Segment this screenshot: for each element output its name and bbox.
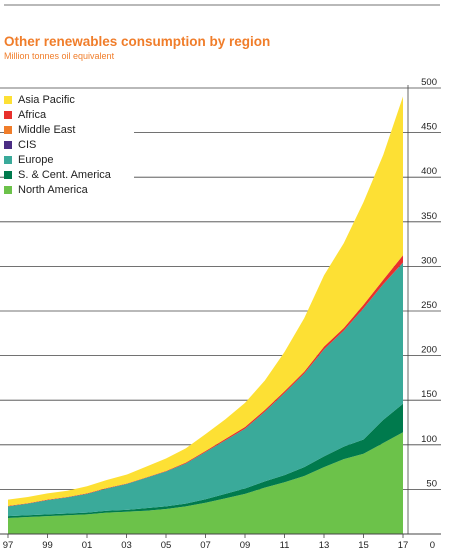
x-tick-label-99: 99: [42, 540, 53, 551]
legend: Asia Pacific Africa Middle East CIS Europe S.…: [4, 92, 134, 197]
x-tick-label-09: 09: [240, 540, 251, 551]
area-s-cent-america: [8, 403, 403, 518]
legend-item-africa: Africa: [4, 107, 134, 122]
y-tick-label-450: 450: [421, 122, 437, 133]
legend-item-cis: CIS: [4, 137, 134, 152]
legend-label-s-cent-america: S. & Cent. America: [18, 168, 111, 181]
legend-item-middle-east: Middle East: [4, 122, 134, 137]
chart-subtitle: Million tonnes oil equivalent: [4, 51, 115, 61]
legend-swatch-africa: [4, 110, 12, 119]
legend-swatch-cis: [4, 140, 12, 149]
y-tick-label-350: 350: [421, 211, 437, 222]
y-tick-label-100: 100: [421, 434, 437, 445]
y-tick-label-400: 400: [421, 166, 437, 177]
x-tick-label-05: 05: [161, 540, 172, 551]
legend-label-north-america: North America: [18, 183, 88, 196]
x-tick-label-01: 01: [82, 540, 93, 551]
x-tick-label-07: 07: [200, 540, 211, 551]
legend-label-asia-pacific: Asia Pacific: [18, 93, 75, 106]
legend-swatch-north-america: [4, 185, 12, 194]
x-tick-label-11: 11: [280, 540, 290, 551]
y-axis-tick-labels: 50 100 150 200 250 300 350 400 450 500: [421, 77, 437, 489]
legend-item-asia-pacific: Asia Pacific: [4, 92, 134, 107]
x-axis-tick-labels: 97 99 01 03 05 07 09 11 13 15 17 0: [3, 534, 435, 551]
legend-swatch-middle-east: [4, 125, 12, 134]
chart-title: Other renewables consumption by region: [4, 34, 271, 49]
legend-item-s-cent-america: S. & Cent. America: [4, 167, 134, 182]
y-tick-label-300: 300: [421, 255, 437, 266]
x-tick-label-15: 15: [358, 540, 369, 551]
legend-label-europe: Europe: [18, 153, 54, 166]
y-tick-label-500: 500: [421, 77, 437, 88]
area-north-america: [8, 432, 403, 534]
legend-label-cis: CIS: [18, 138, 37, 151]
top-rule: [4, 4, 440, 6]
y-tick-label-50: 50: [426, 478, 437, 489]
axis-lines: [0, 85, 441, 535]
legend-label-middle-east: Middle East: [18, 123, 76, 136]
legend-label-africa: Africa: [18, 108, 47, 121]
legend-item-europe: Europe: [4, 152, 134, 167]
area-asia-pacific: [8, 96, 403, 506]
x-tick-label-03: 03: [121, 540, 132, 551]
x-tick-label-97: 97: [3, 540, 14, 551]
area-europe: [8, 262, 403, 517]
y-tick-label-200: 200: [421, 345, 437, 356]
legend-swatch-s-cent-america: [4, 170, 12, 179]
x-tick-label-13: 13: [319, 540, 330, 551]
y-tick-label-150: 150: [421, 389, 437, 400]
x-tick-label-17: 17: [398, 540, 409, 551]
stacked-areas: [8, 96, 403, 534]
y-tick-label-250: 250: [421, 300, 437, 311]
y-tick-label-0: 0: [430, 540, 435, 551]
legend-swatch-asia-pacific: [4, 95, 12, 104]
legend-swatch-europe: [4, 155, 12, 164]
legend-item-north-america: North America: [4, 182, 134, 197]
